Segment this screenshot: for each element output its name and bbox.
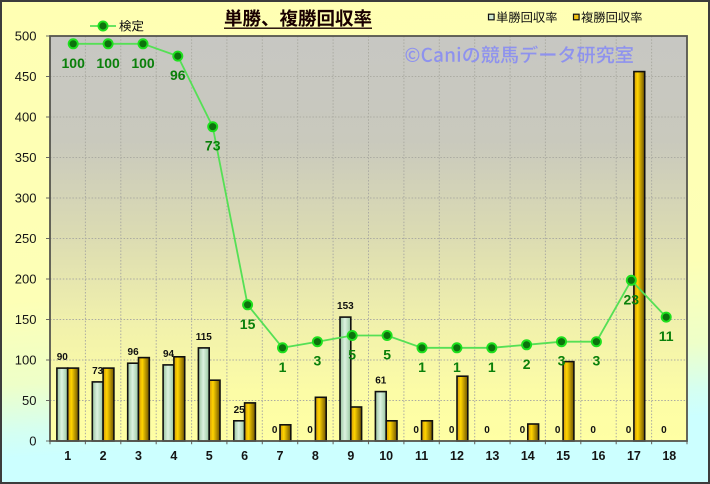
svg-text:4: 4 [170,449,177,463]
svg-text:0: 0 [413,425,419,436]
svg-text:17: 17 [627,449,641,463]
svg-text:0: 0 [661,425,667,436]
svg-text:2: 2 [100,449,107,463]
svg-text:1: 1 [488,359,496,375]
svg-text:7: 7 [277,449,284,463]
svg-text:8: 8 [312,449,319,463]
svg-text:18: 18 [662,449,676,463]
svg-text:11: 11 [415,449,428,463]
svg-text:0: 0 [307,425,313,436]
svg-text:100: 100 [62,55,86,71]
svg-text:115: 115 [196,332,213,343]
svg-text:73: 73 [92,366,104,377]
svg-text:94: 94 [163,349,175,360]
svg-text:13: 13 [485,449,499,463]
svg-text:1: 1 [418,359,426,375]
svg-text:96: 96 [128,347,140,358]
svg-text:500: 500 [15,29,37,44]
svg-text:0: 0 [520,425,526,436]
svg-text:0: 0 [29,434,36,449]
svg-text:200: 200 [15,272,37,287]
svg-text:100: 100 [96,55,120,71]
svg-text:150: 150 [15,312,37,327]
svg-text:15: 15 [240,316,256,332]
svg-text:9: 9 [347,449,354,463]
svg-text:250: 250 [15,231,37,246]
svg-text:400: 400 [15,110,37,125]
svg-text:1: 1 [64,449,71,463]
svg-text:96: 96 [170,67,186,83]
svg-text:100: 100 [15,353,37,368]
svg-text:11: 11 [659,328,674,344]
svg-text:1: 1 [453,359,461,375]
svg-text:0: 0 [484,425,490,436]
svg-text:61: 61 [375,376,387,387]
svg-text:3: 3 [135,449,142,463]
svg-text:15: 15 [556,449,570,463]
svg-text:3: 3 [593,353,601,369]
svg-text:0: 0 [590,425,596,436]
svg-text:0: 0 [555,425,561,436]
svg-text:16: 16 [592,449,606,463]
svg-text:73: 73 [205,138,221,154]
svg-text:23: 23 [624,291,640,307]
svg-text:350: 350 [15,150,37,165]
svg-text:90: 90 [57,352,69,363]
svg-text:0: 0 [449,425,455,436]
svg-text:3: 3 [558,353,566,369]
svg-text:300: 300 [15,191,37,206]
svg-text:50: 50 [22,393,36,408]
svg-text:153: 153 [337,301,354,312]
svg-text:12: 12 [450,449,464,463]
svg-text:3: 3 [314,353,322,369]
svg-text:14: 14 [521,449,535,463]
svg-text:2: 2 [523,356,531,372]
svg-text:5: 5 [348,347,356,363]
svg-text:0: 0 [272,425,278,436]
svg-text:6: 6 [241,449,248,463]
svg-text:450: 450 [15,69,37,84]
svg-text:5: 5 [206,449,213,463]
svg-text:25: 25 [234,405,246,416]
svg-text:5: 5 [383,347,391,363]
svg-text:0: 0 [626,425,632,436]
svg-text:100: 100 [131,55,155,71]
svg-text:1: 1 [279,359,287,375]
svg-text:10: 10 [379,449,393,463]
